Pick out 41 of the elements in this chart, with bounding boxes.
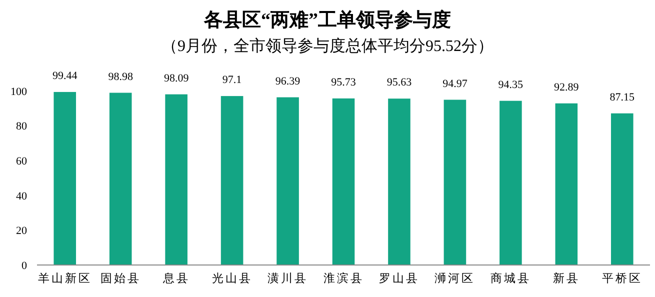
bar	[276, 97, 299, 265]
bar	[555, 103, 578, 265]
data-label: 99.44	[52, 70, 78, 82]
x-tick-label: 淮滨县	[323, 271, 364, 285]
bar	[54, 92, 76, 265]
bar	[109, 92, 132, 265]
data-label: 96.39	[275, 75, 301, 88]
y-tick-label: 20	[16, 225, 28, 238]
x-tick-label: 罗山县	[378, 272, 420, 285]
y-tick-label: 0	[22, 260, 28, 272]
data-label: 97.1	[222, 74, 242, 86]
data-label: 95.73	[331, 76, 356, 88]
bar	[500, 100, 522, 265]
chart-subtitle: （9月份，全市领导参与度总体平均分95.52分）	[162, 37, 494, 55]
y-tick-label: 40	[16, 190, 28, 202]
bar	[332, 98, 355, 265]
data-label: 98.98	[108, 70, 134, 83]
x-tick-label: 商城县	[490, 271, 531, 285]
data-label: 94.35	[498, 78, 524, 91]
bar	[610, 113, 634, 265]
x-tick-label: 浉河区	[434, 272, 476, 285]
x-tick-label: 新县	[552, 271, 580, 285]
bar	[388, 98, 410, 265]
bar	[165, 94, 188, 265]
bar	[444, 100, 466, 265]
data-label: 87.15	[610, 91, 636, 104]
data-label: 94.97	[442, 78, 468, 90]
x-tick-label: 平桥区	[602, 272, 642, 285]
data-label: 92.89	[554, 81, 580, 94]
bar	[220, 96, 244, 265]
x-tick-label: 潢川县	[268, 272, 308, 285]
data-label: 98.09	[164, 72, 190, 84]
chart-title: 各县区“两难”工单领导参与度	[203, 9, 451, 31]
y-tick-label: 80	[16, 120, 28, 133]
y-tick-label: 60	[16, 155, 28, 168]
x-tick-label: 息县	[162, 272, 190, 285]
x-tick-label: 羊山新区	[38, 271, 92, 285]
x-tick-label: 光山县	[212, 272, 252, 285]
x-tick-label: 固始县	[100, 272, 141, 285]
y-tick-label: 100	[10, 86, 28, 98]
data-label: 95.63	[386, 76, 412, 89]
